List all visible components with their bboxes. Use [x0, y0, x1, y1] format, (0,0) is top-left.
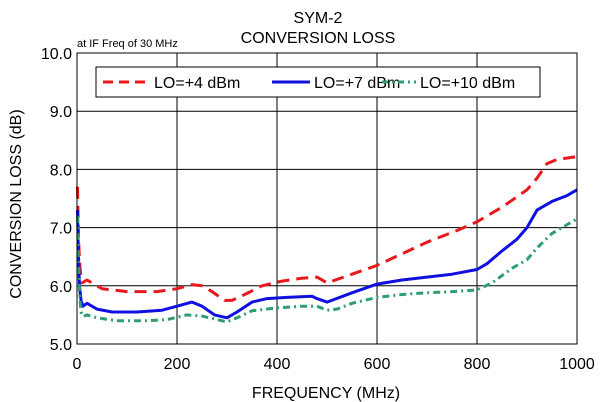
tick-labels: 0 200 400 600 800 1000 5.0 6.0 7.0 8.0 9.0 10.0	[41, 46, 595, 373]
legend-label-lo4: LO=+4 dBm	[154, 75, 240, 92]
x-tick-label-200: 200	[164, 356, 191, 373]
x-tick-label-0: 0	[73, 356, 82, 373]
series-line-1	[76, 188, 578, 320]
x-tick-label-600: 600	[364, 356, 391, 373]
y-tick-label-8.0: 8.0	[50, 162, 72, 179]
series-line-2	[76, 215, 578, 324]
y-axis-label: CONVERSION LOSS (dB)	[8, 109, 25, 298]
y-tick-label-7.0: 7.0	[50, 221, 72, 238]
y-tick-label-5.0: 5.0	[50, 337, 72, 354]
x-tick-label-800: 800	[464, 356, 491, 373]
y-tick-label-6.0: 6.0	[50, 279, 72, 296]
legend: LO=+4 dBm LO=+7 dBm LO=+10 dBm	[95, 66, 541, 98]
y-tick-label-10.0: 10.0	[41, 46, 72, 63]
x-tick-label-1000: 1000	[559, 356, 595, 373]
chart-title: SYM-2	[294, 10, 343, 27]
x-tick-label-400: 400	[264, 356, 291, 373]
chart-annotation: at IF Freq of 30 MHz	[77, 38, 178, 50]
legend-box	[95, 66, 541, 98]
x-axis-label: FREQUENCY (MHz)	[252, 385, 400, 402]
plot-lines	[76, 155, 578, 324]
legend-label-lo7: LO=+7 dBm	[314, 75, 400, 92]
plot-frame	[76, 52, 578, 345]
legend-label-lo10: LO=+10 dBm	[420, 75, 515, 92]
y-tick-label-9.0: 9.0	[50, 104, 72, 121]
grid	[77, 53, 577, 344]
chart-subtitle: CONVERSION LOSS	[241, 30, 396, 47]
series-line-0	[76, 155, 578, 302]
